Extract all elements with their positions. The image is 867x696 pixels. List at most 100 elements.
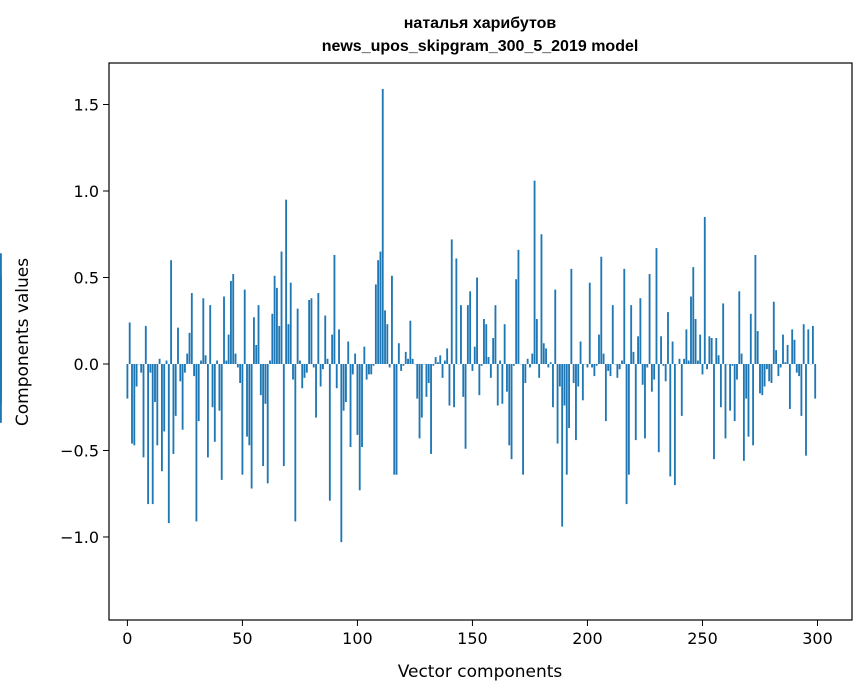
y-tick-label: 1.5 <box>74 96 99 115</box>
bar <box>738 291 741 364</box>
bar <box>333 255 336 364</box>
bar <box>784 362 787 364</box>
bar <box>609 363 612 377</box>
x-tick-label: 150 <box>457 629 488 648</box>
x-axis-label: Vector components <box>398 662 563 682</box>
bar <box>696 360 699 364</box>
bar <box>241 363 244 475</box>
bar <box>278 325 281 364</box>
bar <box>793 339 796 364</box>
bar <box>204 355 207 364</box>
bar <box>230 280 232 364</box>
bar <box>522 363 524 475</box>
bar <box>370 363 373 375</box>
chart-title-line1: наталья харибутов <box>404 15 557 32</box>
bar <box>206 363 209 458</box>
bar <box>749 313 752 364</box>
x-tick-label: 300 <box>802 629 833 648</box>
bar <box>577 363 580 387</box>
bar <box>673 363 676 486</box>
bar <box>374 284 377 364</box>
bar <box>770 363 773 384</box>
bar <box>667 312 669 364</box>
bar <box>561 363 564 527</box>
bar <box>655 248 658 364</box>
bar <box>432 363 435 366</box>
bar <box>190 293 193 364</box>
bar <box>248 363 251 446</box>
bar <box>529 363 531 368</box>
bar <box>568 363 570 428</box>
bar <box>558 363 561 387</box>
bar <box>694 319 697 364</box>
bar <box>717 355 720 364</box>
bar <box>740 353 743 364</box>
x-tick-label: 100 <box>342 629 373 648</box>
bar <box>0 363 2 368</box>
bar <box>768 363 771 382</box>
bar <box>625 363 628 505</box>
bar <box>752 363 755 446</box>
bar <box>552 363 554 408</box>
bar <box>266 363 269 484</box>
bar <box>391 275 393 364</box>
bar <box>409 320 412 364</box>
bar <box>292 363 294 380</box>
bar <box>462 363 465 397</box>
bar <box>634 363 637 441</box>
bar <box>319 363 322 387</box>
bar <box>188 332 191 364</box>
bar <box>763 363 766 387</box>
bar <box>471 363 474 371</box>
bar <box>508 363 511 446</box>
bar <box>627 363 630 475</box>
bar <box>683 358 685 364</box>
bar <box>713 363 715 460</box>
bar <box>262 363 265 467</box>
bar <box>227 334 230 364</box>
bar <box>710 338 713 364</box>
bar <box>512 363 515 366</box>
bar <box>0 363 2 377</box>
bar <box>600 256 603 364</box>
bar <box>632 351 635 364</box>
bar <box>299 360 301 364</box>
bar <box>395 363 398 475</box>
bar <box>616 363 619 378</box>
bar <box>133 363 136 446</box>
bar <box>243 289 246 364</box>
y-axis-ticks: −1.0 −0.5 0.0 0.5 1.0 1.5 <box>60 96 109 547</box>
bar <box>644 363 646 439</box>
bar <box>724 363 727 439</box>
x-tick-label: 200 <box>572 629 603 648</box>
bar <box>418 363 421 439</box>
bar <box>264 363 267 404</box>
bar <box>404 351 407 364</box>
bar <box>455 258 458 364</box>
bar <box>234 353 237 364</box>
bar <box>317 293 320 364</box>
bar <box>680 363 683 416</box>
bar <box>250 363 253 489</box>
x-axis-ticks: 0 50 100 150 200 250 300 <box>122 620 833 648</box>
bar <box>386 324 389 364</box>
bar <box>181 363 184 430</box>
bar <box>289 282 292 364</box>
bar <box>342 363 345 411</box>
bar <box>147 363 150 505</box>
bar <box>478 363 481 396</box>
bar <box>547 363 550 368</box>
bar <box>202 298 205 364</box>
bar <box>142 363 145 458</box>
bar <box>220 363 223 480</box>
y-tick-label: −0.5 <box>60 441 99 460</box>
bar <box>253 317 255 364</box>
bar <box>533 180 536 364</box>
bar <box>565 363 568 475</box>
bar <box>545 348 547 364</box>
bar <box>308 299 311 364</box>
bar <box>731 363 734 366</box>
bar <box>556 363 559 444</box>
bar <box>154 363 156 403</box>
